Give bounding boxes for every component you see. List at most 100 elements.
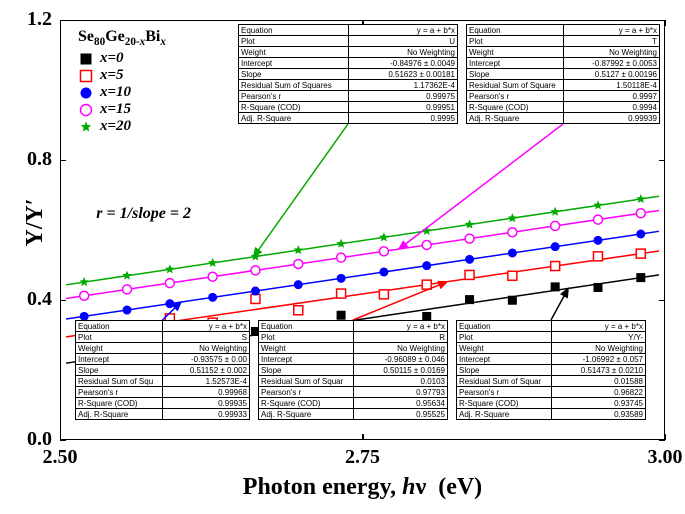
fit-cell-key: Plot bbox=[259, 332, 354, 342]
marker bbox=[122, 271, 132, 280]
legend-marker-icon bbox=[78, 85, 94, 101]
marker bbox=[636, 229, 645, 238]
fit-cell-key: Adj. R-Square bbox=[259, 409, 354, 419]
fit-cell-key: Weight bbox=[457, 343, 552, 353]
fit-row: PlotS bbox=[76, 332, 249, 343]
marker bbox=[422, 280, 431, 289]
fit-cell-val: 0.99968 bbox=[163, 387, 249, 397]
fit-row: WeightNo Weighting bbox=[239, 47, 457, 58]
fit-cell-val: -0.87992 ± 0.0053 bbox=[564, 58, 660, 68]
legend: Se80Ge20-xBixx=0x=5x=10x=15x=20 bbox=[78, 28, 166, 135]
marker bbox=[81, 104, 92, 115]
callout-arrow bbox=[399, 124, 563, 249]
marker bbox=[337, 253, 346, 262]
callout-arrow bbox=[254, 124, 348, 257]
marker bbox=[508, 249, 517, 258]
fit-row: Pearson's r0.97793 bbox=[259, 387, 447, 398]
marker bbox=[593, 283, 602, 292]
fit-cell-key: Plot bbox=[457, 332, 552, 342]
marker bbox=[251, 294, 260, 303]
callout-arrow bbox=[353, 282, 447, 320]
fit-cell-val: T bbox=[564, 36, 660, 46]
fit-cell-key: Equation bbox=[239, 25, 349, 35]
marker bbox=[165, 299, 174, 308]
fit-cell-key: Intercept bbox=[76, 354, 163, 364]
fit-row: Residual Sum of Squ1.52573E-4 bbox=[76, 376, 249, 387]
fit-cell-key: R-Square (COD) bbox=[76, 398, 163, 408]
fit-row: R-Square (COD)0.99935 bbox=[76, 398, 249, 409]
fit-cell-key: Adj. R-Square bbox=[239, 113, 349, 123]
marker bbox=[379, 290, 388, 299]
fit-row: Equationy = a + b*x bbox=[239, 25, 457, 36]
fit-row: Adj. R-Square0.99939 bbox=[467, 113, 659, 123]
marker bbox=[465, 270, 474, 279]
fit-row: Equationy = a + b*x bbox=[467, 25, 659, 36]
fit-cell-key: R-Square (COD) bbox=[467, 102, 564, 112]
marker bbox=[294, 260, 303, 269]
marker bbox=[508, 228, 517, 237]
legend-title: Se80Ge20-xBix bbox=[78, 28, 166, 48]
fit-cell-key: Slope bbox=[259, 365, 354, 375]
fit-row: Pearson's r0.99975 bbox=[239, 91, 457, 102]
legend-label: x=15 bbox=[100, 101, 131, 118]
fit-cell-val: R bbox=[354, 332, 448, 342]
marker bbox=[379, 247, 388, 256]
fit-row: Slope0.51473 ± 0.0210 bbox=[457, 365, 645, 376]
fit-cell-key: Pearson's r bbox=[76, 387, 163, 397]
fit-cell-key: Weight bbox=[239, 47, 349, 57]
legend-label: x=20 bbox=[100, 118, 131, 135]
fit-row: WeightNo Weighting bbox=[76, 343, 249, 354]
fit-row: Residual Sum of Square1.50118E-4 bbox=[467, 80, 659, 91]
fit-cell-key: R-Square (COD) bbox=[259, 398, 354, 408]
legend-label: x=5 bbox=[100, 67, 124, 84]
marker bbox=[551, 282, 560, 291]
fit-cell-key: Equation bbox=[259, 321, 354, 331]
fit-row: Residual Sum of Squar0.01588 bbox=[457, 376, 645, 387]
fit-row: Residual Sum of Squar0.0103 bbox=[259, 376, 447, 387]
fit-table: Equationy = a + b*xPlotSWeightNo Weighti… bbox=[75, 320, 250, 420]
fit-cell-key: Intercept bbox=[467, 58, 564, 68]
marker bbox=[593, 252, 602, 261]
fit-table: Equationy = a + b*xPlotUWeightNo Weighti… bbox=[238, 24, 458, 124]
fit-cell-val: y = a + b*x bbox=[354, 321, 448, 331]
legend-marker-icon bbox=[78, 51, 94, 67]
legend-marker-icon bbox=[78, 68, 94, 84]
marker bbox=[123, 306, 132, 315]
fit-row: R-Square (COD)0.93745 bbox=[457, 398, 645, 409]
fit-cell-val: -0.84976 ± 0.0049 bbox=[349, 58, 458, 68]
marker bbox=[80, 291, 89, 300]
marker bbox=[208, 293, 217, 302]
fit-row: Adj. R-Square0.9995 bbox=[239, 113, 457, 123]
fit-cell-val: 0.99933 bbox=[163, 409, 249, 419]
fit-cell-key: Plot bbox=[239, 36, 349, 46]
marker bbox=[636, 273, 645, 282]
fit-cell-key: Equation bbox=[457, 321, 552, 331]
fit-cell-val: 0.99939 bbox=[564, 113, 660, 123]
fit-cell-key: Equation bbox=[76, 321, 163, 331]
legend-item: x=5 bbox=[78, 67, 166, 84]
fit-cell-key: Residual Sum of Squar bbox=[457, 376, 552, 386]
fit-row: R-Square (COD)0.9994 bbox=[467, 102, 659, 113]
fit-cell-val: 0.5127 ± 0.00196 bbox=[564, 69, 660, 79]
legend-marker-icon bbox=[78, 102, 94, 118]
fit-cell-val: No Weighting bbox=[564, 47, 660, 57]
marker bbox=[636, 209, 645, 218]
marker bbox=[422, 261, 431, 270]
fit-cell-val: 0.95634 bbox=[354, 398, 448, 408]
marker bbox=[465, 234, 474, 243]
fit-cell-key: Residual Sum of Squ bbox=[76, 376, 163, 386]
fit-cell-key: Adj. R-Square bbox=[457, 409, 552, 419]
fit-cell-key: Pearson's r bbox=[239, 91, 349, 101]
fit-row: Intercept-0.87992 ± 0.0053 bbox=[467, 58, 659, 69]
slope-annotation: r = 1/slope = 2 bbox=[96, 205, 191, 223]
fit-cell-key: Plot bbox=[76, 332, 163, 342]
fit-row: Adj. R-Square0.93589 bbox=[457, 409, 645, 419]
marker bbox=[337, 274, 346, 283]
fit-cell-val: -0.93575 ± 0.00 bbox=[163, 354, 249, 364]
fit-row: Pearson's r0.9997 bbox=[467, 91, 659, 102]
fit-cell-val: 0.95525 bbox=[354, 409, 448, 419]
fit-row: PlotR bbox=[259, 332, 447, 343]
fit-cell-val: 0.99935 bbox=[163, 398, 249, 408]
fit-cell-val: -0.96089 ± 0.046 bbox=[354, 354, 448, 364]
marker bbox=[465, 220, 475, 229]
